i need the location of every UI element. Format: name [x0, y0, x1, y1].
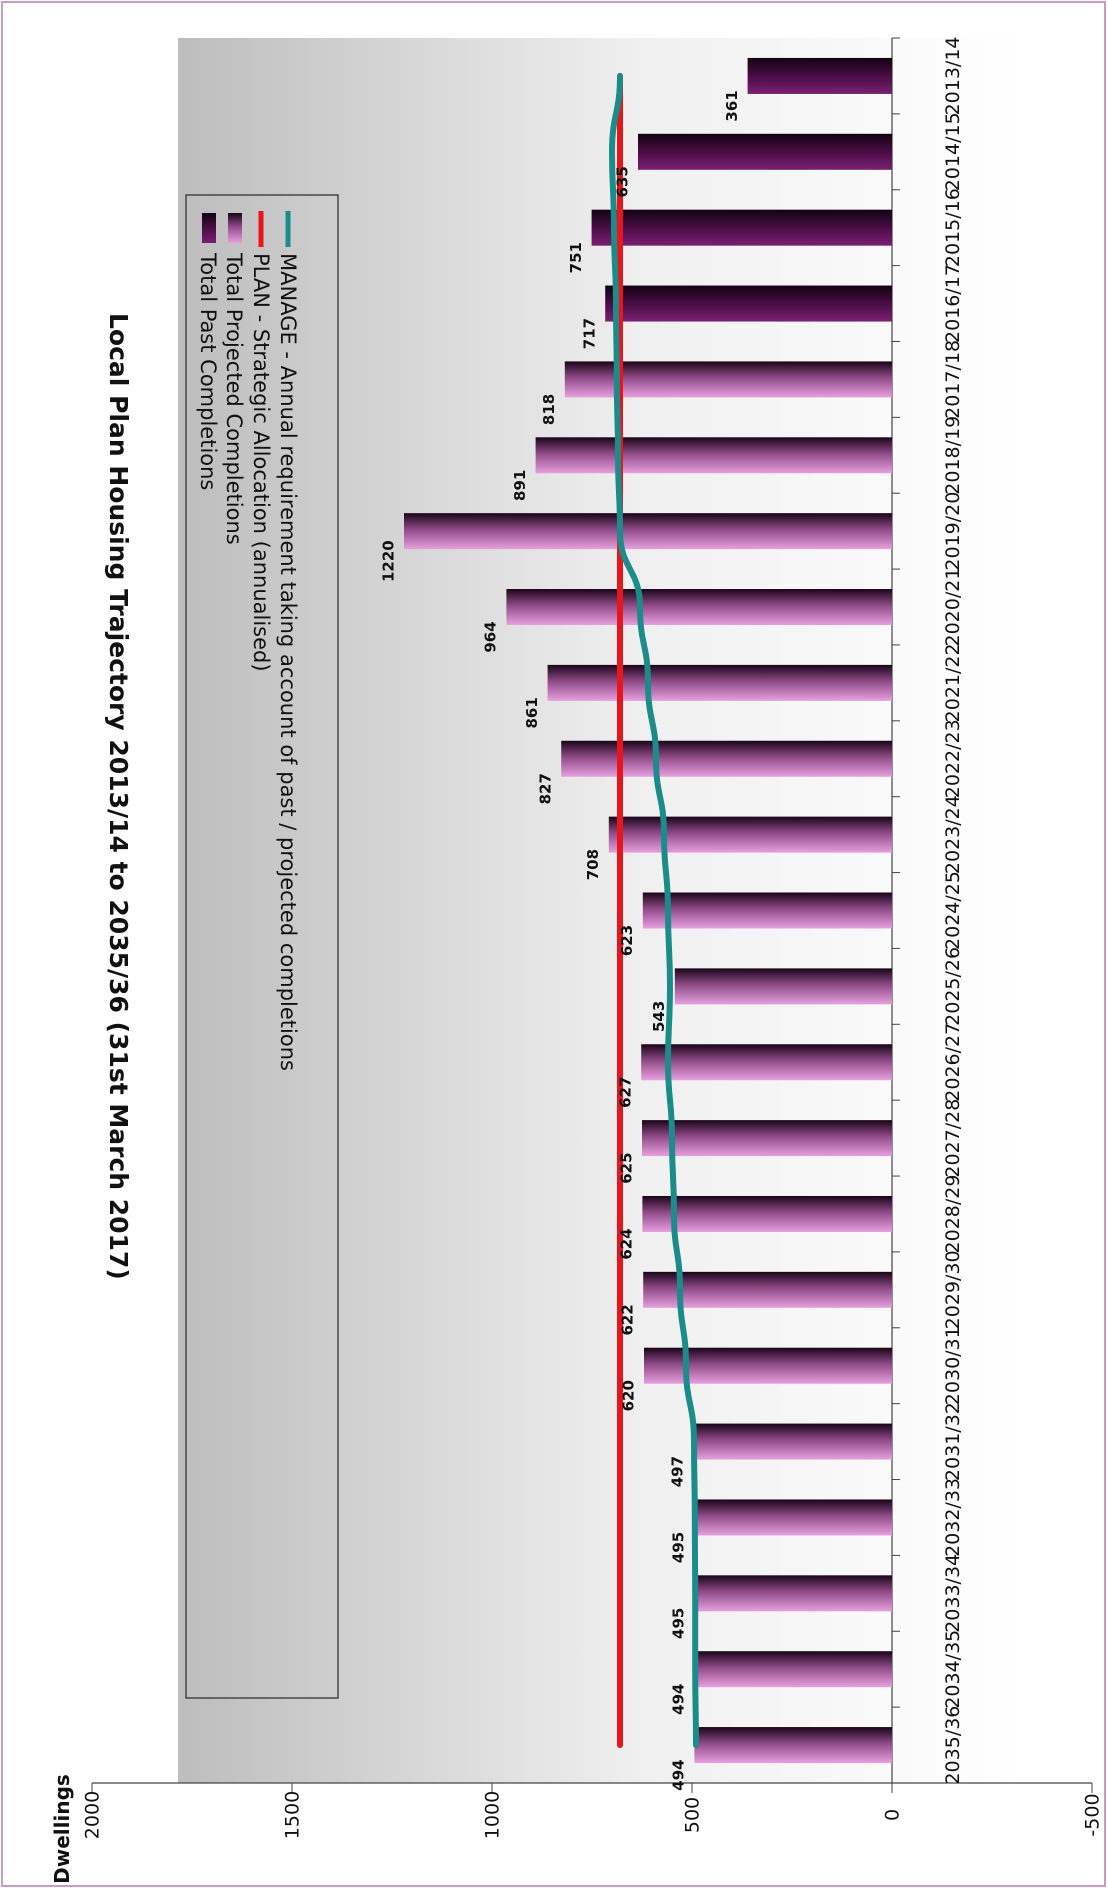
x-tick-label: 2030/31	[942, 1326, 964, 1405]
legend-past-completions: Total Past Completions	[196, 213, 220, 490]
housing-trajectory-chart: 2013/142014/152015/162016/172017/182018/…	[3, 3, 1106, 1887]
bar-projected-completions	[694, 1727, 892, 1763]
bar-data-label: 964	[482, 621, 500, 652]
bar-data-label: 620	[619, 1380, 637, 1411]
legend-label: MANAGE - Annual requirement taking accou…	[276, 253, 300, 1071]
x-tick-label: 2033/34	[942, 1554, 964, 1633]
bar-projected-completions	[641, 1044, 892, 1080]
legend-projected-completions: Total Projected Completions	[222, 213, 246, 545]
x-tick-label: 2016/17	[942, 264, 964, 343]
x-tick-label: 2029/30	[942, 1250, 964, 1329]
bar-projected-completions	[643, 893, 892, 929]
x-tick-label: 2028/29	[942, 1175, 964, 1254]
y-tick-label: 0	[882, 1809, 904, 1821]
bar-data-label: 751	[567, 242, 585, 273]
x-tick-label: 2013/14	[942, 36, 964, 115]
bar-projected-completions	[642, 1196, 892, 1232]
bar-data-label: 495	[669, 1532, 687, 1563]
bar-data-label: 891	[511, 470, 529, 501]
y-tick-label: -500	[1082, 1793, 1104, 1836]
bar-projected-completions	[609, 817, 892, 853]
bar-data-label: 627	[616, 1077, 634, 1108]
bar-past-completions	[638, 134, 892, 170]
x-tick-label: 2020/21	[942, 568, 964, 647]
bar-data-label: 717	[580, 318, 598, 349]
legend-swatch	[202, 213, 216, 243]
bar-data-label: 827	[536, 773, 554, 804]
legend-label: Total Projected Completions	[222, 252, 246, 545]
x-tick-label: 2019/20	[942, 492, 964, 571]
bar-past-completions	[748, 58, 892, 94]
x-tick-label: 2034/35	[942, 1630, 964, 1709]
x-tick-label: 2027/28	[942, 1099, 964, 1178]
bar-projected-completions	[694, 1575, 892, 1611]
x-tick-label: 2014/15	[942, 112, 964, 191]
bar-projected-completions	[675, 968, 892, 1004]
bar-projected-completions	[644, 1348, 892, 1384]
bar-data-label: 708	[584, 849, 602, 880]
bar-data-label: 361	[723, 90, 741, 121]
x-tick-label: 2021/22	[942, 643, 964, 722]
bar-data-label: 494	[670, 1684, 688, 1715]
chart-title: Local Plan Housing Trajectory 2013/14 to…	[104, 313, 133, 1280]
bar-projected-completions	[561, 741, 892, 777]
y-tick-label: 1500	[282, 1791, 304, 1839]
bar-data-label: 635	[613, 166, 631, 197]
x-tick-label: 2024/25	[942, 871, 964, 950]
bar-data-label: 624	[618, 1228, 636, 1259]
bar-projected-completions	[536, 437, 892, 473]
legend-label: Total Past Completions	[196, 252, 220, 490]
y-tick-label: 1000	[482, 1791, 504, 1839]
x-tick-label: 2035/36	[942, 1706, 964, 1785]
x-tick-label: 2017/18	[942, 340, 964, 419]
x-tick-label: 2026/27	[942, 1023, 964, 1102]
bar-data-label: 818	[540, 394, 558, 425]
legend-label: PLAN - Strategic Allocation (annualised)	[249, 253, 273, 672]
y-tick-label: 500	[682, 1797, 704, 1833]
bar-past-completions	[592, 210, 892, 246]
bar-data-label: 622	[618, 1304, 636, 1335]
bar-projected-completions	[694, 1651, 892, 1687]
x-tick-label: 2031/32	[942, 1402, 964, 1481]
bar-projected-completions	[506, 589, 892, 625]
legend-manage-line: MANAGE - Annual requirement taking accou…	[276, 211, 300, 1071]
y-axis-label: Dwellings	[50, 1774, 74, 1884]
bar-data-label: 861	[523, 697, 541, 728]
bar-projected-completions	[693, 1424, 892, 1460]
bar-data-label: 543	[650, 1001, 668, 1032]
bar-data-label: 1220	[379, 540, 397, 582]
x-tick-label: 2015/16	[942, 188, 964, 267]
bar-data-label: 623	[618, 925, 636, 956]
x-tick-label: 2018/19	[942, 416, 964, 495]
x-tick-label: 2023/24	[942, 795, 964, 874]
chart-rotated-container: 2013/14 2014/15 2015/16 2016/17 2017/18 2018/…	[3, 3, 1106, 1887]
bar-past-completions	[605, 286, 892, 322]
legend-plan-line: PLAN - Strategic Allocation (annualised)	[249, 211, 273, 672]
x-tick-label: 2032/33	[942, 1478, 964, 1557]
x-tick-label: 2025/26	[942, 947, 964, 1026]
plot-background	[178, 38, 1026, 1783]
bar-data-label: 625	[617, 1152, 635, 1183]
bar-data-label: 495	[669, 1608, 687, 1639]
bar-projected-completions	[404, 513, 892, 549]
bar-projected-completions	[548, 665, 892, 701]
bar-data-label: 494	[670, 1759, 688, 1790]
bar-data-label: 497	[668, 1456, 686, 1487]
bar-projected-completions	[642, 1120, 892, 1156]
legend-swatch	[228, 213, 242, 243]
x-tick-label: 2022/23	[942, 719, 964, 798]
bar-projected-completions	[694, 1499, 892, 1535]
y-tick-label: 2000	[82, 1791, 104, 1839]
